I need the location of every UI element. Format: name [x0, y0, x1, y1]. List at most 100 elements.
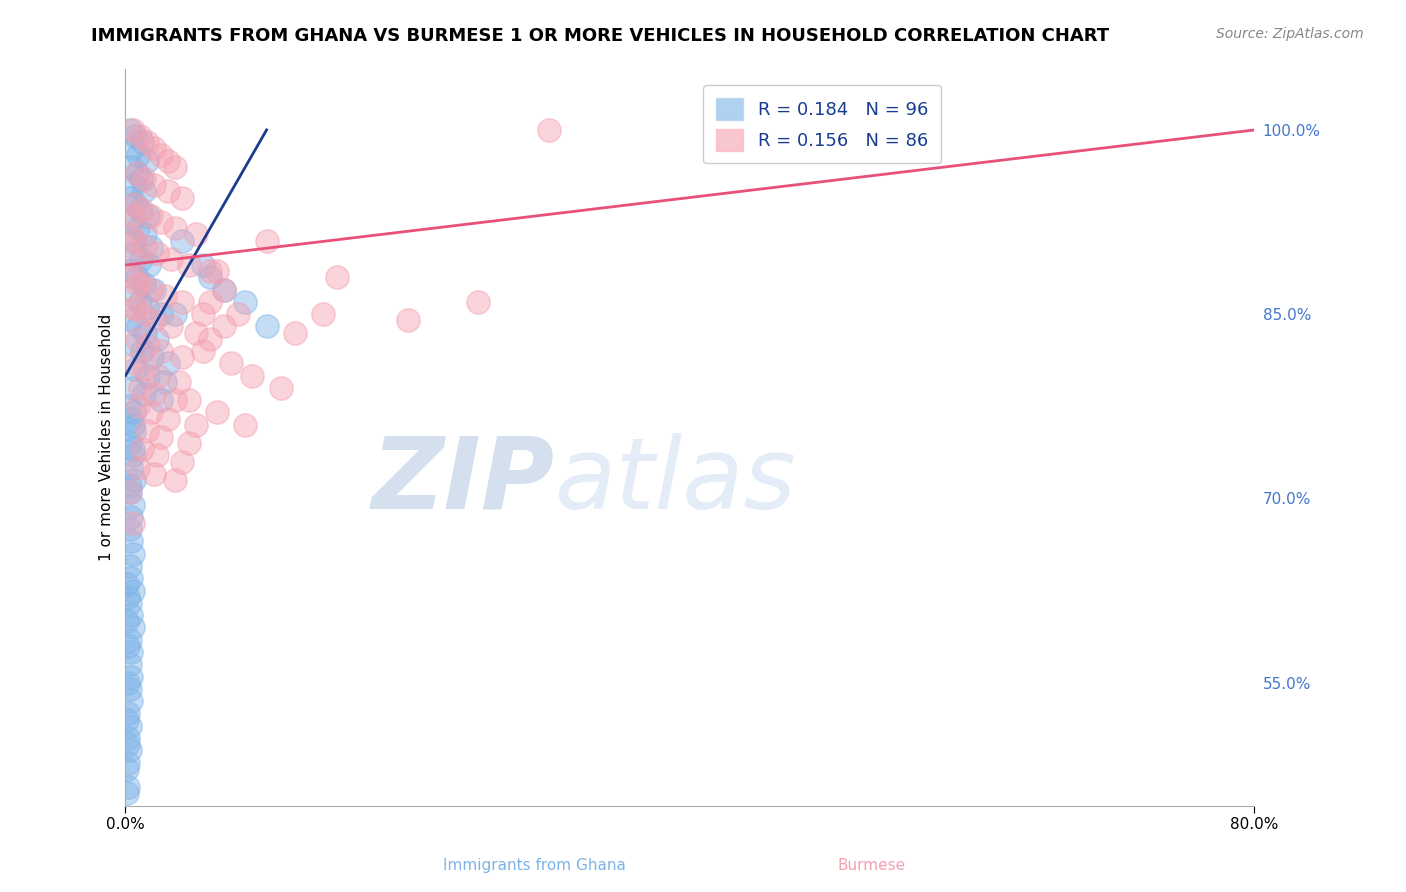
Point: [118, 479, 141, 493]
Point: [118, 559, 141, 574]
Point: [118, 596, 141, 610]
Point: [115, 615, 138, 629]
Point: [149, 344, 172, 359]
Point: [121, 547, 143, 561]
Point: [149, 147, 172, 161]
Point: [212, 283, 235, 297]
Point: [163, 160, 186, 174]
Point: [117, 706, 139, 721]
Point: [117, 400, 139, 414]
Point: [135, 135, 157, 149]
Point: [120, 534, 142, 549]
Point: [129, 172, 152, 186]
Point: [145, 245, 167, 260]
Point: [149, 393, 172, 408]
Point: [120, 645, 142, 659]
Point: [198, 270, 221, 285]
Point: [115, 762, 138, 776]
Text: atlas: atlas: [554, 433, 796, 530]
Point: [120, 509, 142, 524]
Point: [170, 350, 193, 364]
Point: [270, 381, 292, 395]
Point: [127, 221, 149, 235]
Point: [242, 368, 264, 383]
Point: [121, 234, 143, 248]
Point: [117, 756, 139, 770]
Point: [129, 277, 152, 291]
Point: [121, 209, 143, 223]
Point: [120, 215, 142, 229]
Point: [127, 460, 149, 475]
Point: [131, 135, 153, 149]
Point: [115, 577, 138, 591]
Point: [235, 417, 257, 432]
Point: [124, 301, 146, 315]
Point: [163, 393, 186, 408]
Point: [131, 344, 153, 359]
Point: [131, 442, 153, 457]
Point: [163, 307, 186, 321]
Point: [124, 362, 146, 376]
Point: [122, 424, 145, 438]
Point: [118, 264, 141, 278]
Point: [170, 234, 193, 248]
Point: [537, 123, 560, 137]
Point: [205, 405, 228, 419]
Point: [139, 240, 162, 254]
Point: [132, 307, 155, 321]
Point: [132, 172, 155, 186]
Point: [136, 338, 159, 352]
Point: [121, 289, 143, 303]
Point: [122, 196, 145, 211]
Point: [142, 313, 165, 327]
Point: [135, 301, 157, 315]
Point: [124, 234, 146, 248]
Point: [146, 368, 169, 383]
Point: [122, 473, 145, 487]
Point: [115, 713, 138, 727]
Point: [122, 338, 145, 352]
Point: [136, 368, 159, 383]
Point: [117, 675, 139, 690]
Point: [134, 240, 156, 254]
Point: [125, 270, 148, 285]
Point: [128, 381, 150, 395]
Point: [149, 215, 172, 229]
Legend: R = 0.184   N = 96, R = 0.156   N = 86: R = 0.184 N = 96, R = 0.156 N = 86: [703, 85, 941, 163]
Point: [115, 786, 138, 800]
Point: [127, 147, 149, 161]
Point: [132, 387, 155, 401]
Point: [139, 209, 162, 223]
Point: [121, 583, 143, 598]
Point: [120, 694, 142, 708]
Point: [163, 473, 186, 487]
Point: [125, 166, 148, 180]
Point: [156, 356, 179, 370]
Point: [135, 153, 157, 168]
Point: [184, 417, 207, 432]
Point: [142, 467, 165, 481]
Point: [135, 424, 157, 438]
Point: [235, 294, 257, 309]
Point: [256, 234, 278, 248]
Text: ZIP: ZIP: [371, 433, 554, 530]
Point: [120, 227, 142, 242]
Point: [163, 221, 186, 235]
Point: [142, 283, 165, 297]
Point: [117, 639, 139, 653]
Point: [132, 277, 155, 291]
Point: [134, 326, 156, 340]
Point: [156, 411, 179, 425]
Point: [134, 362, 156, 376]
Point: [142, 141, 165, 155]
Point: [118, 719, 141, 733]
Point: [125, 332, 148, 346]
Point: [167, 375, 190, 389]
Point: [184, 326, 207, 340]
Point: [118, 657, 141, 672]
Point: [145, 449, 167, 463]
Point: [121, 498, 143, 512]
Point: [312, 307, 335, 321]
Point: [124, 356, 146, 370]
Point: [138, 258, 160, 272]
